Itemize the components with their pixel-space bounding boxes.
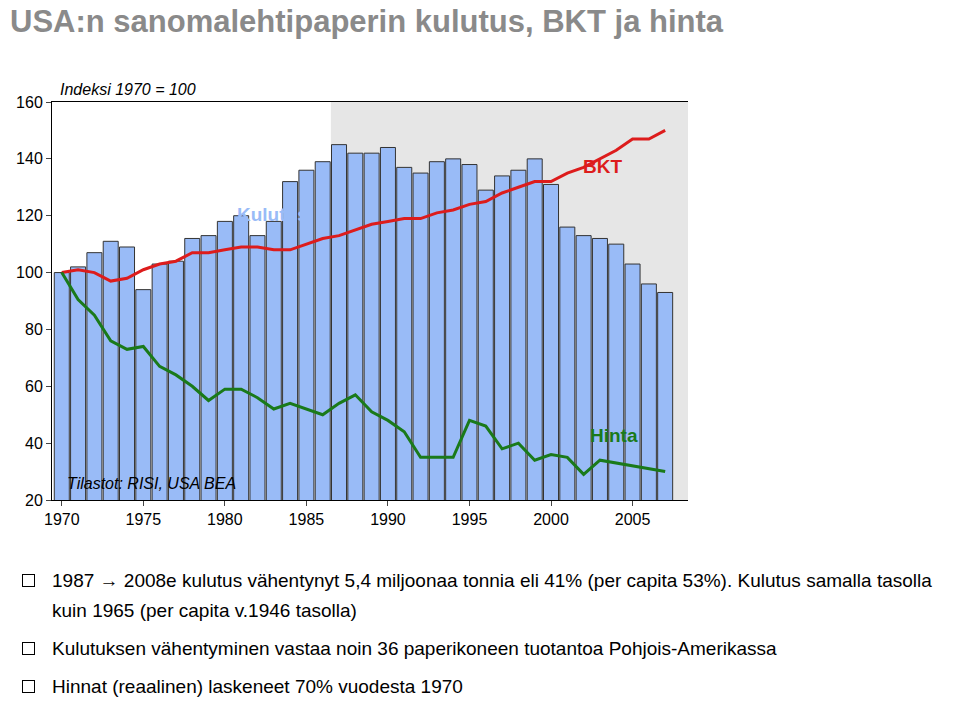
- svg-text:1990: 1990: [370, 511, 406, 528]
- svg-text:2005: 2005: [615, 511, 651, 528]
- svg-text:80: 80: [25, 321, 43, 338]
- svg-text:Indeksi 1970 = 100: Indeksi 1970 = 100: [60, 81, 196, 98]
- svg-text:Kulutus: Kulutus: [237, 204, 308, 225]
- svg-text:60: 60: [25, 378, 43, 395]
- svg-text:1975: 1975: [126, 511, 162, 528]
- svg-text:Tilastot: RISI, USA BEA: Tilastot: RISI, USA BEA: [67, 475, 236, 492]
- svg-text:2000: 2000: [533, 511, 569, 528]
- svg-text:1995: 1995: [452, 511, 488, 528]
- svg-text:BKT: BKT: [583, 156, 622, 177]
- svg-text:1970: 1970: [44, 511, 80, 528]
- svg-text:160: 160: [16, 94, 43, 111]
- html-text:USA:n sanomalehtipaperin kulut: USA:n sanomalehtipaperin kulutus, BKT ja…: [10, 4, 724, 39]
- html-text:Hinnat (reaalinen) laskeneet 7: Hinnat (reaalinen) laskeneet 70% vuodest…: [52, 676, 463, 697]
- svg-text:1985: 1985: [289, 511, 325, 528]
- svg-text:Hinta: Hinta: [590, 425, 638, 446]
- svg-text:40: 40: [25, 435, 43, 452]
- svg-text:1980: 1980: [207, 511, 243, 528]
- svg-text:100: 100: [16, 264, 43, 281]
- svg-text:20: 20: [25, 492, 43, 509]
- html-text:Kulutuksen vähentyminen vastaa: Kulutuksen vähentyminen vastaa noin 36 p…: [52, 638, 777, 659]
- svg-text:120: 120: [16, 207, 43, 224]
- svg-text:140: 140: [16, 150, 43, 167]
- html-text:1987 → 2008e kulutus vähentyny: 1987 → 2008e kulutus vähentynyt 5,4 milj…: [52, 570, 932, 621]
